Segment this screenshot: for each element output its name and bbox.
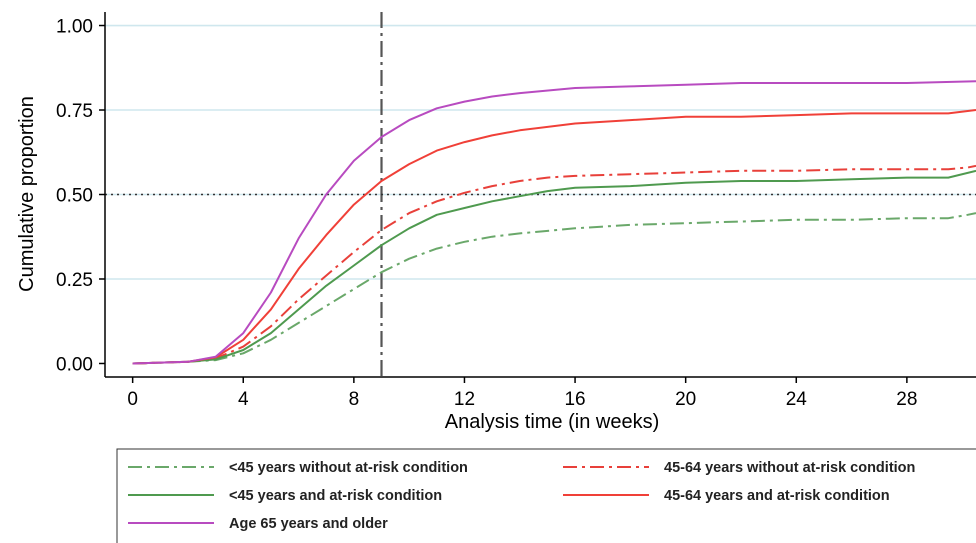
y-tick-label: 0.25 [56,270,93,291]
axes: 0.00 0.25 0.50 0.75 1.00 0 4 8 12 16 20 24 28 [56,12,976,410]
x-tick-label: 16 [564,389,585,410]
series-line-2 [132,164,976,365]
legend-label-3: <45 years and at-risk condition [229,488,442,504]
y-tick-label: 0.75 [56,101,93,122]
series-line-4 [132,109,976,365]
series-lines [132,80,976,365]
y-tick-label: 1.00 [56,17,93,38]
y-tick-label: 0.00 [56,354,93,375]
x-tick-label: 28 [896,389,917,410]
x-tick-label: 12 [454,389,475,410]
x-tick-label: 24 [786,389,808,410]
x-tick-label: 4 [238,389,249,410]
reference-lines [105,12,976,377]
legend-label-1: <45 years without at-risk condition [229,460,468,476]
legend-label-4: 45-64 years and at-risk condition [664,488,890,504]
x-tick-label: 20 [675,389,696,410]
legend: <45 years without at-risk condition 45-64… [116,448,976,543]
y-tick-label: 0.50 [56,186,93,207]
y-axis-title: Cumulative proportion [16,96,38,292]
x-tick-label: 8 [349,389,360,410]
gridlines [105,24,976,280]
series-line-5 [132,80,976,365]
legend-label-5: Age 65 years and older [229,516,388,532]
x-axis-title: Analysis time (in weeks) [445,411,660,433]
legend-box [116,448,976,543]
legend-label-2: 45-64 years without at-risk condition [664,460,915,476]
series-line-3 [132,169,976,365]
series-line-1 [132,212,976,365]
x-tick-label: 0 [127,389,138,410]
